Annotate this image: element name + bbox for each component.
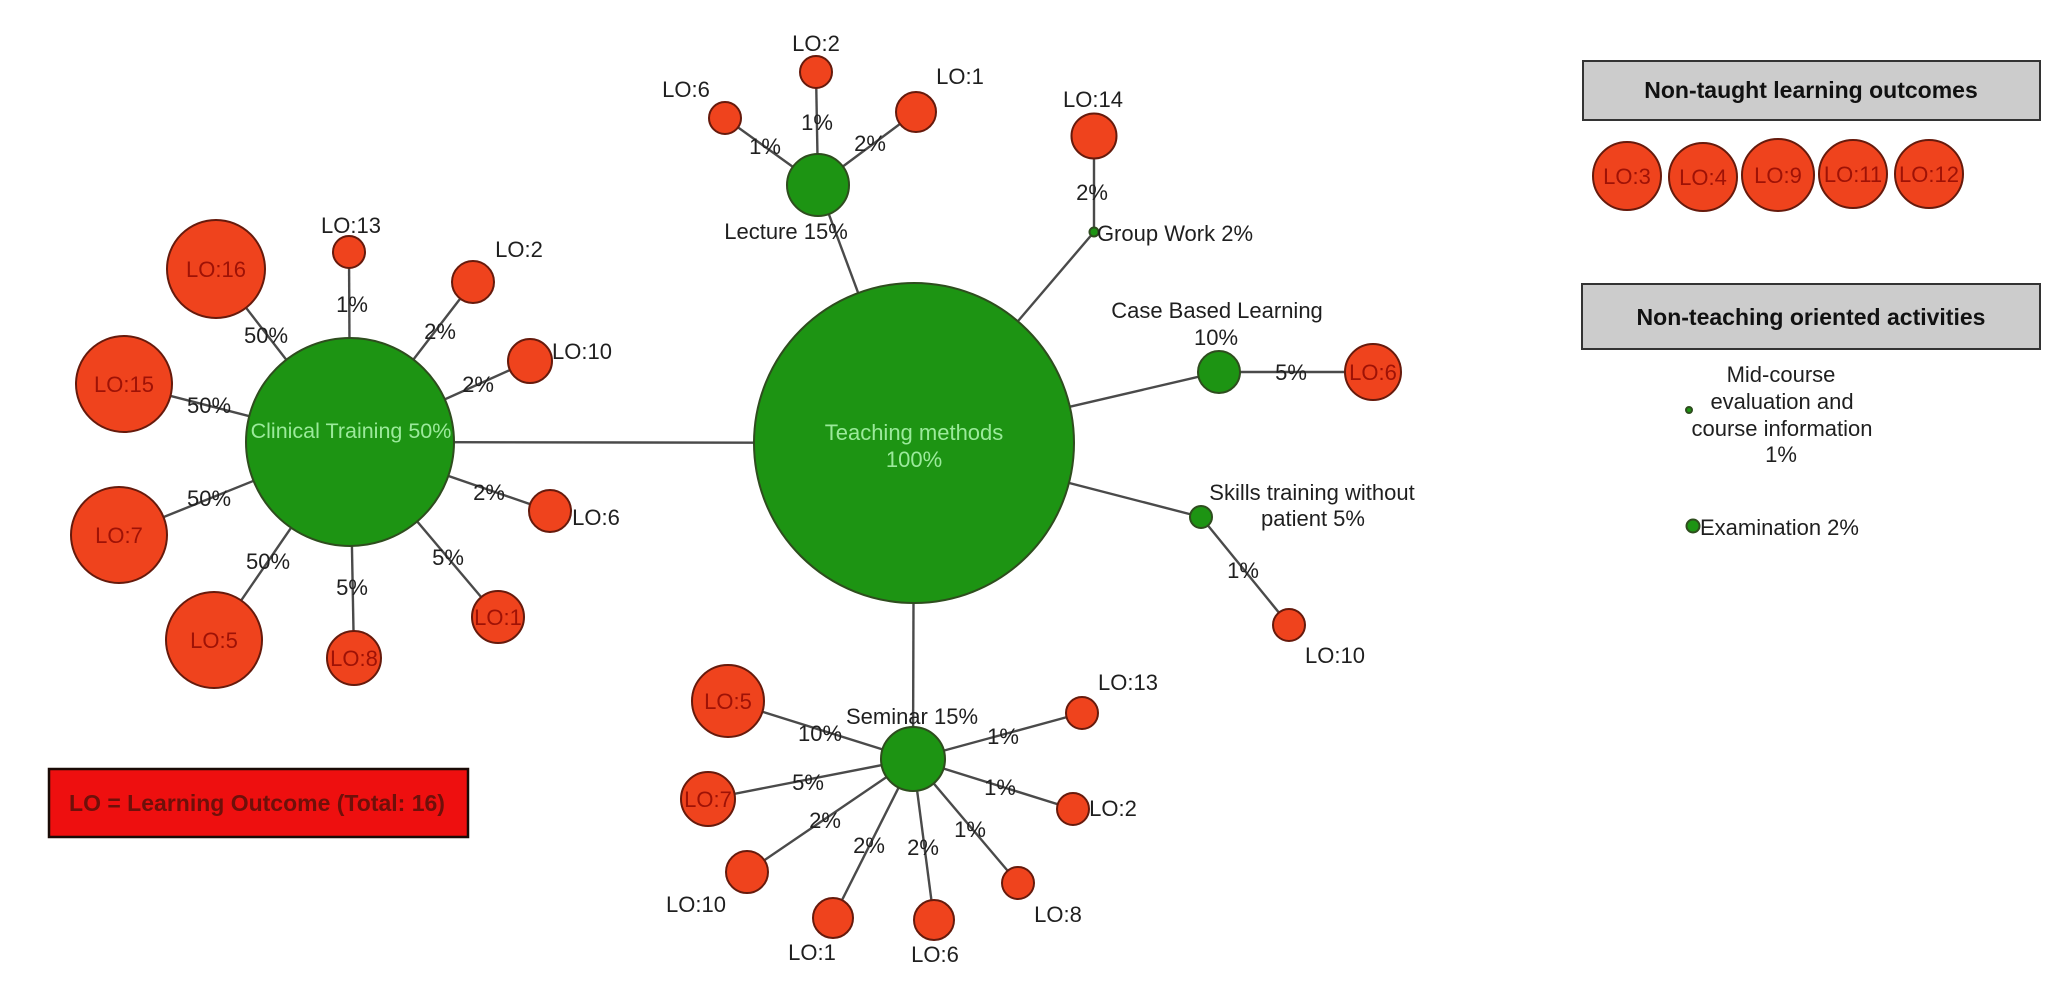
svg-text:5%: 5% [1275, 360, 1307, 385]
svg-text:LO:1: LO:1 [788, 940, 836, 965]
svg-text:10%: 10% [798, 721, 842, 746]
svg-text:2%: 2% [809, 808, 841, 833]
svg-text:Case Based Learning: Case Based Learning [1111, 298, 1323, 323]
svg-text:1%: 1% [1227, 558, 1259, 583]
svg-text:1%: 1% [801, 110, 833, 135]
svg-text:LO:10: LO:10 [666, 892, 726, 917]
svg-text:1%: 1% [1765, 442, 1797, 467]
svg-text:2%: 2% [424, 319, 456, 344]
svg-text:LO:1: LO:1 [936, 64, 984, 89]
svg-text:1%: 1% [984, 775, 1016, 800]
svg-text:Examination 2%: Examination 2% [1700, 515, 1859, 540]
svg-text:1%: 1% [954, 817, 986, 842]
svg-text:Lecture 15%: Lecture 15% [724, 219, 848, 244]
svg-text:LO:13: LO:13 [1098, 670, 1158, 695]
svg-text:Non-teaching oriented activiti: Non-teaching oriented activities [1637, 304, 1986, 330]
svg-text:LO = Learning Outcome (Total:: LO = Learning Outcome (Total: 16) [69, 790, 445, 816]
svg-text:2%: 2% [473, 480, 505, 505]
svg-text:LO:3: LO:3 [1603, 164, 1651, 189]
svg-text:LO:5: LO:5 [704, 689, 752, 714]
svg-text:patient 5%: patient 5% [1261, 506, 1365, 531]
svg-text:LO:10: LO:10 [1305, 643, 1365, 668]
svg-text:LO:16: LO:16 [186, 257, 246, 282]
svg-text:LO:6: LO:6 [572, 505, 620, 530]
svg-text:50%: 50% [187, 393, 231, 418]
svg-text:50%: 50% [246, 549, 290, 574]
svg-text:LO:1: LO:1 [474, 605, 522, 630]
svg-text:LO:7: LO:7 [684, 787, 732, 812]
svg-text:Non-taught learning outcomes: Non-taught learning outcomes [1644, 77, 1978, 103]
svg-text:LO:10: LO:10 [552, 339, 612, 364]
svg-text:LO:2: LO:2 [792, 31, 840, 56]
svg-text:course information: course information [1692, 416, 1873, 441]
svg-text:LO:8: LO:8 [1034, 902, 1082, 927]
svg-text:LO:7: LO:7 [95, 523, 143, 548]
svg-text:Seminar 15%: Seminar 15% [846, 704, 978, 729]
svg-text:LO:5: LO:5 [190, 628, 238, 653]
svg-text:100%: 100% [886, 447, 942, 472]
svg-text:10%: 10% [1194, 325, 1238, 350]
svg-text:LO:15: LO:15 [94, 372, 154, 397]
svg-text:LO:11: LO:11 [1824, 162, 1882, 187]
svg-text:5%: 5% [432, 545, 464, 570]
svg-text:Skills training without: Skills training without [1209, 480, 1414, 505]
svg-text:LO:14: LO:14 [1063, 87, 1123, 112]
svg-text:1%: 1% [336, 292, 368, 317]
svg-text:LO:6: LO:6 [662, 77, 710, 102]
svg-text:Group Work 2%: Group Work 2% [1097, 221, 1253, 246]
svg-text:evaluation and: evaluation and [1710, 389, 1853, 414]
svg-text:LO:12: LO:12 [1899, 162, 1959, 187]
svg-text:LO:6: LO:6 [911, 942, 959, 967]
svg-text:LO:6: LO:6 [1349, 360, 1397, 385]
svg-text:2%: 2% [853, 833, 885, 858]
svg-text:1%: 1% [749, 134, 781, 159]
svg-text:2%: 2% [1076, 180, 1108, 205]
svg-text:50%: 50% [187, 486, 231, 511]
svg-text:Teaching methods: Teaching methods [825, 420, 1004, 445]
svg-text:2%: 2% [854, 131, 886, 156]
svg-text:LO:8: LO:8 [330, 646, 378, 671]
svg-text:Clinical Training 50%: Clinical Training 50% [251, 419, 452, 443]
svg-text:2%: 2% [907, 835, 939, 860]
svg-text:50%: 50% [244, 323, 288, 348]
svg-text:LO:2: LO:2 [1089, 796, 1137, 821]
svg-text:1%: 1% [987, 724, 1019, 749]
svg-text:Mid-course: Mid-course [1727, 362, 1836, 387]
svg-text:2%: 2% [462, 372, 494, 397]
svg-text:LO:4: LO:4 [1679, 165, 1727, 190]
svg-text:5%: 5% [792, 770, 824, 795]
svg-text:5%: 5% [336, 575, 368, 600]
svg-text:LO:13: LO:13 [321, 213, 381, 238]
svg-text:LO:2: LO:2 [495, 237, 543, 262]
svg-text:LO:9: LO:9 [1754, 163, 1802, 188]
